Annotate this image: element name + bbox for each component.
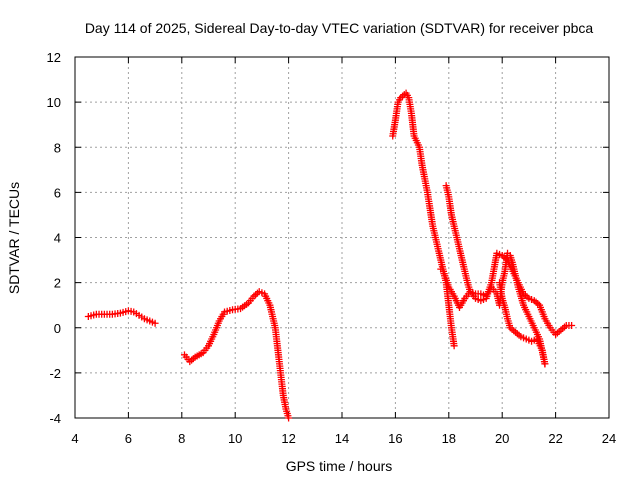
- x-tick-label: 14: [335, 431, 349, 446]
- data-point: [151, 319, 159, 327]
- x-tick-label: 16: [388, 431, 402, 446]
- y-axis-label: SDTVAR / TECUs: [6, 182, 22, 294]
- x-tick-label: 6: [125, 431, 132, 446]
- y-tick-label: -2: [49, 366, 61, 381]
- x-axis-label: GPS time / hours: [286, 458, 393, 474]
- x-tick-label: 20: [495, 431, 509, 446]
- x-tick-label: 12: [281, 431, 295, 446]
- grid: [75, 57, 609, 418]
- y-tick-label: 6: [54, 185, 61, 200]
- data-point: [450, 342, 458, 350]
- x-tick-label: 4: [71, 431, 78, 446]
- y-tick-label: -4: [49, 411, 61, 426]
- y-tick-label: 8: [54, 140, 61, 155]
- y-tick-label: 0: [54, 321, 61, 336]
- series-segment-4: [437, 265, 458, 350]
- data-point: [568, 321, 576, 329]
- x-tick-label: 10: [228, 431, 242, 446]
- y-tick-label: 2: [54, 276, 61, 291]
- series-segment-3: [389, 89, 576, 339]
- y-tick-label: 10: [47, 95, 61, 110]
- y-tick-label: 4: [54, 231, 61, 246]
- series-segment-2: [180, 288, 293, 422]
- chart-title: Day 114 of 2025, Sidereal Day-to-day VTE…: [85, 20, 594, 36]
- y-tick-label: 12: [47, 50, 61, 65]
- series-segment-1: [84, 307, 159, 327]
- series-segment-6: [496, 279, 549, 368]
- data-point: [541, 360, 549, 368]
- x-tick-label: 24: [602, 431, 616, 446]
- x-tick-label: 22: [548, 431, 562, 446]
- data-point: [285, 414, 293, 422]
- x-tick-label: 8: [178, 431, 185, 446]
- data-points: [84, 89, 576, 422]
- x-tick-label: 18: [442, 431, 456, 446]
